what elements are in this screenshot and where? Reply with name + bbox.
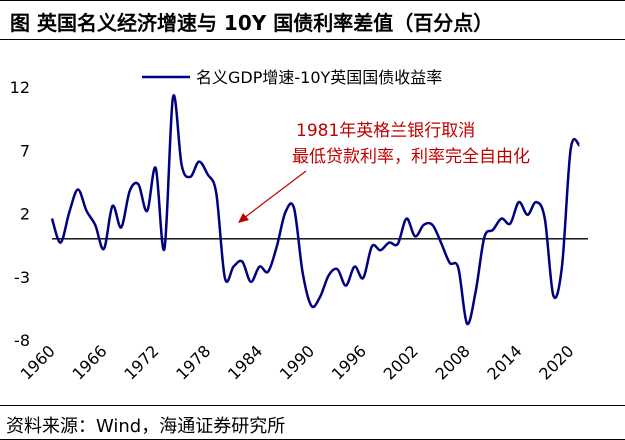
data-point	[198, 161, 200, 163]
y-tick-label: 12	[10, 78, 30, 97]
data-point	[440, 242, 442, 244]
data-point	[293, 207, 295, 209]
data-point	[94, 224, 96, 226]
data-point	[362, 277, 364, 279]
data-point	[112, 205, 114, 207]
y-tick-label: 2	[20, 205, 30, 224]
annotation: 1981年英格兰银行取消 最低贷款利率，利率完全自由化	[238, 121, 530, 223]
data-point	[388, 242, 390, 244]
y-tick-label: 7	[20, 141, 30, 160]
data-point	[578, 144, 580, 146]
data-point	[457, 267, 459, 269]
data-point	[354, 266, 356, 268]
data-point	[449, 262, 451, 264]
data-point	[319, 296, 321, 298]
annotation-arrowhead	[238, 213, 249, 223]
data-point	[215, 192, 217, 194]
chart-area: -8 -3 2 7 12 1960 1966 1972 1978 1984 1990 1996 200…	[10, 68, 588, 384]
legend-label: 名义GDP增速-10Y英国国债收益率	[196, 68, 442, 87]
x-tick-label: 1978	[172, 341, 214, 383]
data-point	[552, 295, 554, 297]
data-point	[120, 226, 122, 228]
x-tick-label: 2014	[483, 341, 525, 383]
y-tick-label: -8	[14, 331, 30, 350]
data-point	[146, 210, 148, 212]
legend: 名义GDP增速-10Y英国国债收益率	[142, 68, 442, 87]
data-point	[181, 164, 183, 166]
source-bar: 资料来源：Wind，海通证券研究所	[0, 405, 625, 440]
x-axis: 1960 1966 1972 1978 1984 1990 1996 2002 2008 2014…	[17, 341, 578, 383]
annotation-arrow	[243, 170, 307, 219]
data-point	[431, 224, 433, 226]
data-point	[466, 323, 468, 325]
data-point	[163, 248, 165, 250]
data-point	[172, 96, 174, 98]
data-point	[129, 190, 131, 192]
data-point	[51, 218, 53, 220]
data-point	[302, 272, 304, 274]
x-tick-label: 1966	[68, 341, 110, 383]
data-point	[423, 224, 425, 226]
x-tick-label: 1984	[224, 341, 266, 383]
data-point	[310, 305, 312, 307]
x-tick-label: 2002	[380, 341, 422, 383]
annotation-line-1: 1981年英格兰银行取消	[296, 121, 475, 141]
data-point	[207, 173, 209, 175]
data-point	[267, 271, 269, 273]
x-tick-label: 1972	[120, 341, 162, 383]
x-tick-label: 1996	[328, 341, 370, 383]
data-point	[86, 210, 88, 212]
x-tick-label: 2008	[432, 341, 474, 383]
data-point	[60, 242, 62, 244]
data-point	[371, 245, 373, 247]
data-point	[258, 266, 260, 268]
data-point	[501, 218, 503, 220]
data-point	[276, 245, 278, 247]
data-point	[509, 223, 511, 225]
data-point	[155, 167, 157, 169]
data-point	[328, 274, 330, 276]
data-point	[380, 249, 382, 251]
series-line	[50, 94, 581, 326]
data-point	[77, 188, 79, 190]
data-point	[475, 291, 477, 293]
data-point	[233, 266, 235, 268]
data-point	[544, 218, 546, 220]
data-point	[241, 261, 243, 263]
data-point	[68, 211, 70, 213]
data-point	[535, 201, 537, 203]
data-point	[492, 229, 494, 231]
y-tick-label: -3	[14, 268, 30, 287]
data-point	[336, 268, 338, 270]
data-point	[518, 201, 520, 203]
data-point	[345, 285, 347, 287]
chart-title: 图 英国名义经济增速与 10Y 国债利率差值（百分点）	[10, 11, 494, 35]
data-point	[103, 248, 105, 250]
x-tick-label: 2020	[535, 341, 577, 383]
data-point	[561, 264, 563, 266]
title-bar: 图 英国名义经济增速与 10Y 国债利率差值（百分点）	[0, 0, 625, 40]
data-point	[250, 281, 252, 283]
data-point	[414, 235, 416, 237]
x-tick-label: 1990	[276, 341, 318, 383]
data-point	[397, 243, 399, 245]
annotation-line-2: 最低贷款利率，利率完全自由化	[292, 147, 530, 167]
y-axis: -8 -3 2 7 12	[10, 78, 30, 350]
data-point	[570, 148, 572, 150]
source-note: 资料来源：Wind，海通证券研究所	[6, 416, 286, 437]
data-point	[483, 237, 485, 239]
data-point	[224, 277, 226, 279]
data-point	[137, 183, 139, 185]
data-point	[405, 218, 407, 220]
data-point	[526, 214, 528, 216]
data-point	[189, 176, 191, 178]
data-point	[284, 211, 286, 213]
